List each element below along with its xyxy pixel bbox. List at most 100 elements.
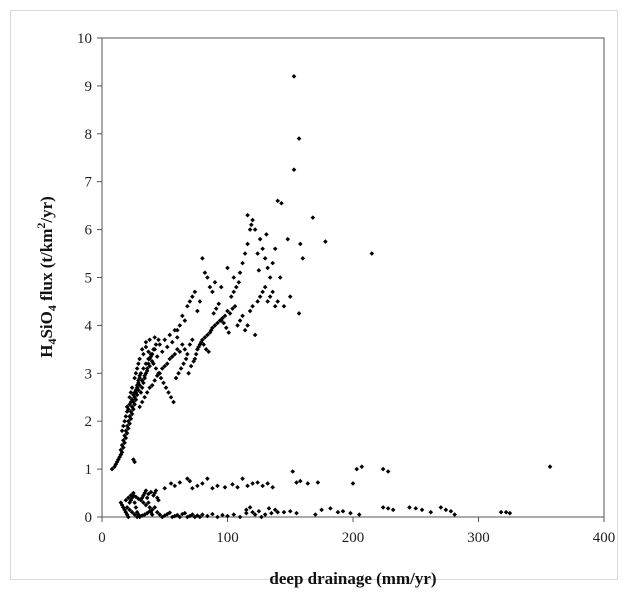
data-point	[272, 303, 278, 309]
data-point	[359, 464, 365, 470]
data-point	[228, 294, 234, 299]
data-point	[266, 506, 272, 511]
data-point	[225, 513, 230, 519]
data-point	[210, 289, 215, 295]
data-point	[252, 512, 258, 517]
data-point	[183, 356, 189, 362]
data-point	[547, 464, 553, 470]
data-point	[281, 509, 287, 515]
data-point	[159, 514, 165, 520]
data-point	[250, 509, 255, 515]
data-point	[200, 481, 205, 486]
data-point	[256, 268, 262, 273]
x-tick-label: 400	[593, 530, 616, 546]
data-point	[121, 445, 126, 450]
data-point	[129, 385, 135, 390]
data-point	[119, 450, 125, 455]
x-axis: 0 100 200 300 400	[98, 517, 615, 546]
data-point	[126, 406, 131, 412]
data-point	[119, 428, 125, 434]
data-point	[175, 512, 180, 518]
data-point	[177, 480, 183, 485]
y-tick-label: 8	[85, 127, 93, 143]
data-point	[158, 375, 164, 381]
data-point	[235, 323, 240, 328]
data-point	[291, 167, 297, 173]
data-point	[132, 402, 137, 407]
data-point	[245, 241, 250, 247]
data-point	[297, 241, 303, 247]
data-point	[247, 308, 253, 314]
data-point	[207, 330, 213, 335]
data-point	[245, 212, 250, 218]
data-point	[195, 308, 200, 314]
data-point	[215, 483, 220, 489]
data-point	[249, 222, 254, 228]
data-point	[142, 490, 147, 496]
data-point	[128, 409, 134, 414]
data-point	[141, 493, 146, 498]
data-point	[385, 469, 391, 474]
data-point	[124, 512, 130, 517]
data-point	[129, 509, 135, 515]
data-point	[153, 342, 159, 347]
data-point	[134, 382, 140, 388]
data-point	[164, 344, 170, 350]
data-point	[186, 371, 191, 376]
data-point	[201, 342, 206, 347]
data-point	[175, 327, 180, 333]
data-point	[260, 289, 265, 295]
data-point	[195, 483, 200, 489]
data-point	[172, 351, 178, 357]
data-point	[218, 284, 224, 290]
data-point	[126, 418, 131, 424]
data-point	[438, 505, 444, 510]
data-point	[222, 485, 228, 490]
data-point	[187, 342, 193, 347]
y-tick-label: 7	[85, 175, 93, 191]
data-point	[197, 342, 203, 347]
data-point	[144, 510, 150, 516]
data-point	[161, 380, 166, 386]
data-point	[340, 508, 346, 514]
data-point	[305, 481, 311, 486]
data-point	[187, 299, 193, 304]
data-point	[123, 435, 129, 441]
data-point	[260, 483, 265, 489]
y-tick-label: 5	[85, 271, 93, 287]
data-point	[225, 265, 230, 271]
y-tick-label: 9	[85, 79, 93, 95]
data-point	[227, 311, 233, 316]
data-point	[147, 356, 152, 362]
data-point	[210, 485, 215, 491]
data-point	[124, 404, 130, 410]
data-point	[190, 512, 195, 517]
data-point	[198, 339, 204, 345]
data-point	[213, 306, 219, 311]
data-point	[182, 510, 188, 516]
data-point	[137, 375, 142, 381]
data-point	[200, 337, 205, 343]
data-point	[133, 494, 139, 500]
data-point	[167, 356, 173, 362]
data-point	[159, 366, 165, 371]
data-point	[151, 361, 156, 367]
data-point	[164, 361, 170, 367]
data-point	[126, 426, 131, 431]
y-title-part: H	[37, 345, 56, 358]
data-point	[221, 320, 227, 326]
data-point	[247, 227, 253, 232]
data-point	[197, 514, 203, 520]
data-point	[215, 320, 220, 326]
data-point	[124, 409, 130, 414]
y-axis-title: H4SiO4 flux (t/km2/yr)	[34, 196, 59, 358]
data-point	[223, 325, 229, 331]
data-point	[173, 375, 179, 381]
data-point	[207, 284, 213, 290]
data-point	[149, 359, 155, 364]
data-point	[142, 394, 147, 400]
data-point	[242, 251, 248, 256]
data-point	[240, 313, 245, 319]
data-point	[144, 390, 150, 395]
data-point	[132, 459, 137, 465]
